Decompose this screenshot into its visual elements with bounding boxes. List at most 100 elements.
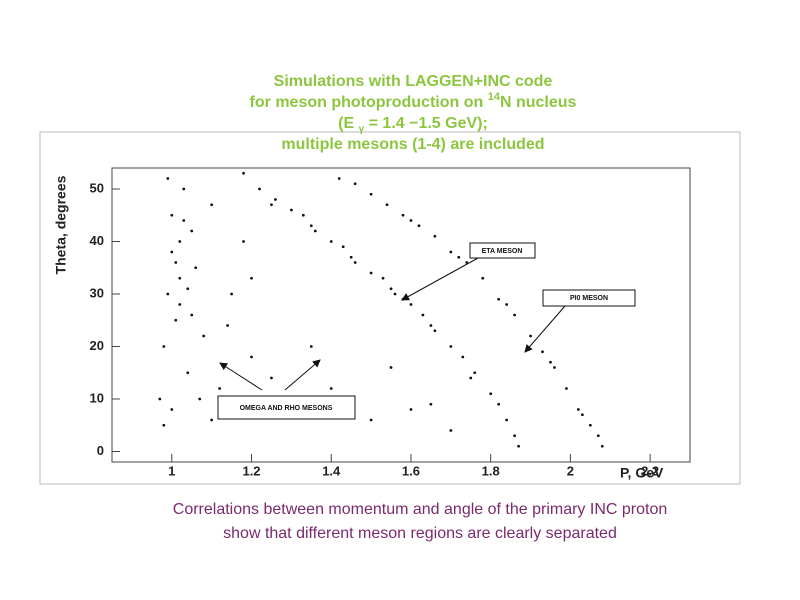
point xyxy=(270,376,273,380)
arrow xyxy=(219,362,263,391)
point xyxy=(182,219,186,222)
point xyxy=(489,392,493,396)
point xyxy=(385,203,389,207)
point xyxy=(449,345,453,348)
point xyxy=(210,203,214,207)
point xyxy=(198,397,202,401)
title-part: N nucleus xyxy=(500,94,577,111)
point xyxy=(170,250,174,254)
x-tick-label: 2.2 xyxy=(641,463,659,478)
point xyxy=(242,240,245,243)
annotation: ETA MESON xyxy=(482,248,523,255)
y-tick-label: 0 xyxy=(97,443,104,458)
annotation: OMEGA AND RHO MESONS xyxy=(240,405,333,412)
arrow xyxy=(401,257,479,301)
point xyxy=(393,292,397,296)
point xyxy=(166,292,170,296)
caption: Correlations between momentum and angle … xyxy=(173,501,667,518)
point xyxy=(178,240,182,243)
point xyxy=(178,276,182,280)
title-part: (E xyxy=(338,115,358,132)
point xyxy=(433,234,437,238)
point xyxy=(469,376,473,380)
point xyxy=(529,334,532,338)
point xyxy=(369,271,373,275)
x-tick-label: 1.4 xyxy=(322,463,341,478)
x-tick-label: 2 xyxy=(567,463,574,478)
point xyxy=(166,177,170,180)
y-tick-label: 20 xyxy=(90,338,104,353)
point xyxy=(580,413,584,417)
y-tick-label: 30 xyxy=(90,285,104,300)
caption: show that different meson regions are cl… xyxy=(223,525,617,542)
point xyxy=(289,208,293,212)
x-tick-label: 1.6 xyxy=(402,463,420,478)
point xyxy=(369,418,373,422)
point xyxy=(230,292,233,296)
point xyxy=(170,213,174,217)
point xyxy=(369,192,373,196)
title-part: Simulations with LAGGEN+INC code xyxy=(274,73,553,90)
annotation-box xyxy=(542,289,636,307)
point xyxy=(409,303,413,306)
point xyxy=(481,276,485,280)
point xyxy=(433,329,437,333)
point xyxy=(449,429,453,432)
point xyxy=(194,266,198,270)
point xyxy=(497,297,501,301)
point xyxy=(301,213,305,217)
point xyxy=(421,313,425,317)
point xyxy=(170,408,174,411)
point xyxy=(549,360,552,364)
title-line: Simulations with LAGGEN+INC code xyxy=(274,73,553,90)
annotation-box xyxy=(469,242,536,259)
title-part: γ xyxy=(359,124,365,135)
plot-frame xyxy=(111,167,691,463)
point xyxy=(353,261,357,264)
point xyxy=(258,187,261,191)
point xyxy=(409,408,413,411)
x-tick-label: 1.8 xyxy=(482,463,500,478)
title-part: = 1.4 −1.5 GeV); xyxy=(364,115,488,132)
point xyxy=(341,245,345,249)
point xyxy=(309,224,313,228)
point xyxy=(409,219,413,222)
x-tick-label: 1.2 xyxy=(242,463,260,478)
point xyxy=(457,255,461,259)
point xyxy=(389,287,393,291)
point xyxy=(353,182,357,186)
annotations: ETA MESON PI0 MESON OMEGA AND RHO MESONS xyxy=(217,242,636,420)
point xyxy=(417,224,421,228)
point xyxy=(210,418,214,422)
point xyxy=(178,303,182,306)
y-axis-label: Theta, degrees xyxy=(53,175,69,274)
point xyxy=(226,324,230,327)
title-line: for meson photoproduction on 14N nucleus xyxy=(250,91,577,111)
title-part: multiple mesons (1-4) are included xyxy=(281,136,544,153)
point xyxy=(174,261,178,264)
point xyxy=(218,387,222,390)
point xyxy=(541,350,544,354)
point xyxy=(513,434,517,438)
point xyxy=(242,171,245,175)
point xyxy=(600,444,604,448)
point xyxy=(576,408,580,411)
point xyxy=(250,276,253,280)
title-line: multiple mesons (1-4) are included xyxy=(281,136,544,153)
point xyxy=(202,334,206,338)
x-axis-label: P, GeV xyxy=(620,465,664,481)
point xyxy=(162,345,166,348)
point xyxy=(505,303,509,306)
point xyxy=(186,287,190,291)
point xyxy=(429,402,433,406)
point xyxy=(429,324,433,327)
title-line: (E γ = 1.4 −1.5 GeV); xyxy=(338,115,488,135)
y-tick-label: 40 xyxy=(90,233,104,248)
point xyxy=(174,318,178,322)
point xyxy=(381,276,385,280)
annotation-box xyxy=(217,395,356,420)
point xyxy=(337,177,341,180)
point xyxy=(449,250,453,254)
y-tick-label: 50 xyxy=(90,180,104,195)
